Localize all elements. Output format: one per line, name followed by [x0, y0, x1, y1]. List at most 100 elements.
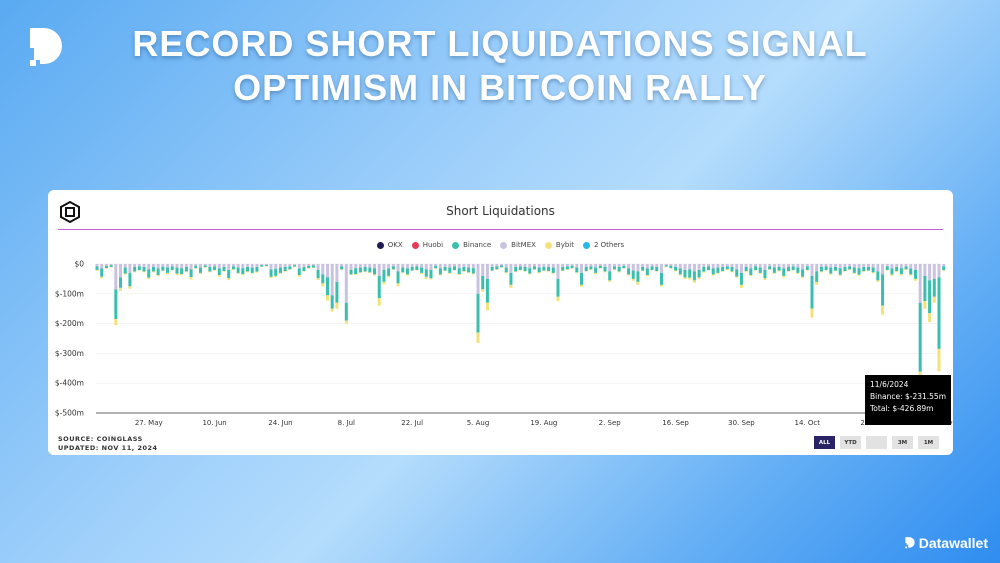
bar-binance — [382, 269, 386, 282]
bar-bybit — [457, 274, 461, 276]
bar-binance — [514, 266, 518, 272]
bar-binance — [796, 267, 800, 273]
range-button[interactable]: YTD — [840, 436, 861, 449]
range-button[interactable] — [866, 436, 887, 449]
bar-bybit — [636, 281, 640, 285]
bar-bybit — [881, 305, 885, 315]
x-tick-label: 14. Oct — [795, 419, 821, 427]
bar-bitmex — [166, 264, 170, 268]
bar-bybit — [429, 278, 433, 280]
bar-binance — [702, 266, 706, 272]
bar-bybit — [123, 273, 127, 275]
bar-bitmex — [692, 264, 696, 272]
bar-binance — [594, 267, 598, 273]
bar-bybit — [650, 269, 654, 271]
bar-bitmex — [95, 264, 99, 267]
bar-bybit — [95, 269, 99, 271]
bar-binance — [222, 266, 226, 272]
bar-binance — [476, 293, 480, 333]
bar-bybit — [137, 269, 141, 271]
bar-bybit — [890, 274, 894, 276]
legend-dot — [582, 241, 590, 249]
bar-bybit — [241, 274, 245, 276]
bar-bybit — [368, 272, 372, 274]
brand-name: Datawallet — [918, 535, 988, 551]
bar-bybit — [518, 269, 522, 271]
bar-binance — [622, 265, 626, 269]
bar-bybit — [325, 295, 329, 301]
bar-binance — [575, 267, 579, 273]
bar-bybit — [617, 271, 621, 273]
bar-binance — [923, 275, 927, 302]
legend-item[interactable]: Bybit — [544, 241, 574, 249]
bar-bitmex — [838, 264, 842, 269]
bar-bitmex — [532, 264, 536, 267]
bar-bybit — [739, 284, 743, 288]
bar-bybit — [782, 275, 786, 278]
bar-bybit — [166, 272, 170, 275]
bar-bitmex — [509, 264, 513, 273]
range-button[interactable]: 1M — [918, 436, 939, 449]
bar-bybit — [274, 275, 278, 278]
bar-bitmex — [659, 264, 663, 273]
bar-binance — [909, 268, 913, 275]
bar-binance — [692, 271, 696, 281]
bar-bybit — [175, 273, 179, 276]
bar-binance — [895, 266, 899, 272]
bar-bybit — [589, 269, 593, 270]
range-button[interactable]: ALL — [814, 436, 835, 449]
bar-bybit — [302, 271, 306, 272]
bar-bybit — [424, 276, 428, 280]
legend-label: Binance — [463, 241, 492, 249]
bar-binance — [405, 268, 409, 275]
legend-item[interactable]: Binance — [452, 241, 491, 249]
bar-bitmex — [942, 264, 946, 267]
bar-bybit — [100, 276, 104, 279]
updated-text: UPDATED: NOV 11, 2024 — [58, 444, 158, 452]
bar-bitmex — [241, 264, 245, 269]
bar-bybit — [702, 271, 706, 273]
bar-bitmex — [829, 264, 833, 268]
bar-binance — [848, 266, 852, 270]
bar-bybit — [852, 272, 856, 274]
bar-bybit — [937, 348, 941, 372]
bar-binance — [801, 269, 805, 277]
bar-bybit — [467, 272, 471, 274]
bar-binance — [542, 266, 546, 271]
bar-bybit — [504, 272, 508, 274]
bar-bybit — [843, 271, 847, 272]
bar-bitmex — [641, 264, 645, 267]
bar-bitmex — [363, 264, 367, 267]
legend-item[interactable]: 2 Others — [582, 241, 624, 249]
bar-bitmex — [311, 264, 315, 266]
bar-bybit — [561, 270, 565, 272]
bar-bybit — [735, 276, 739, 278]
bar-bybit — [772, 272, 776, 274]
bar-bitmex — [815, 264, 819, 272]
bar-bitmex — [834, 264, 838, 267]
range-button[interactable]: 3M — [892, 436, 913, 449]
bar-bitmex — [824, 264, 828, 267]
bar-bybit — [664, 266, 668, 268]
bar-binance — [904, 266, 908, 270]
bar-binance — [532, 266, 536, 270]
bar-bybit — [415, 269, 419, 271]
bar-bitmex — [697, 264, 701, 270]
bar-bitmex — [189, 264, 193, 270]
bar-bitmex — [194, 264, 198, 266]
legend-item[interactable]: BitMEX — [500, 241, 536, 249]
bar-binance — [133, 266, 137, 272]
bar-binance — [387, 268, 391, 276]
legend-item[interactable]: OKX — [376, 241, 403, 249]
bar-binance — [500, 265, 504, 268]
bar-bybit — [147, 277, 151, 280]
bar-bitmex — [556, 264, 560, 279]
x-tick-label: 5. Aug — [467, 419, 490, 427]
bar-bitmex — [547, 264, 551, 267]
bar-bitmex — [302, 264, 306, 267]
legend-item[interactable]: Huobi — [411, 241, 443, 249]
bar-bybit — [862, 271, 866, 273]
bar-binance — [735, 269, 739, 277]
bar-bitmex — [871, 264, 875, 268]
bar-binance — [754, 266, 758, 270]
